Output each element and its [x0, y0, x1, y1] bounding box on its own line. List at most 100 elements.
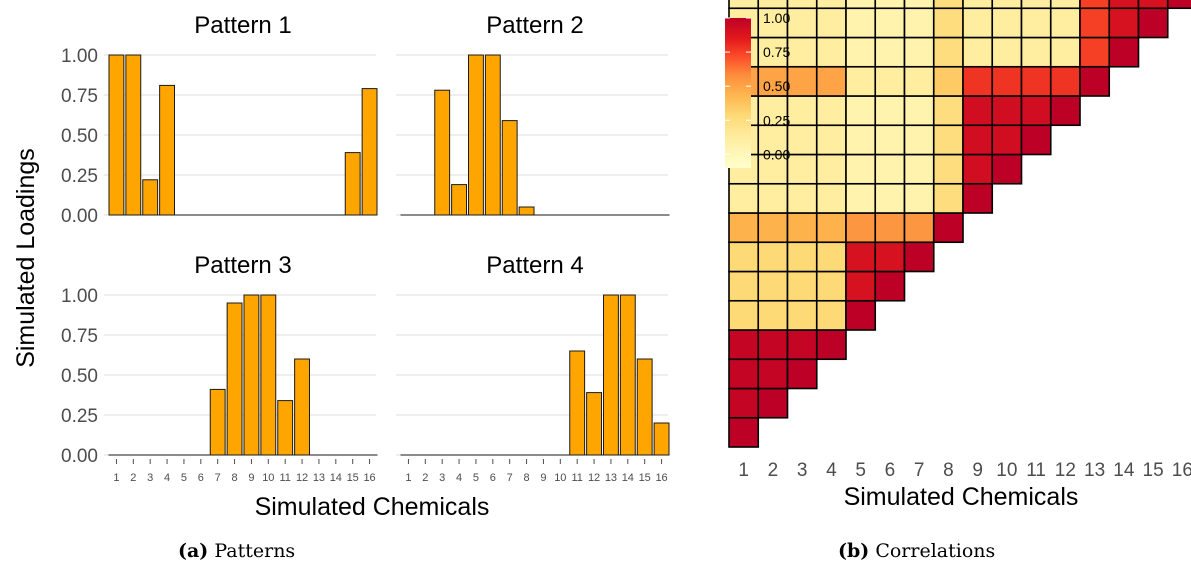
heatmap-cell [991, 153, 1023, 185]
heatmap-cell [903, 0, 935, 10]
heatmap-cell [757, 299, 789, 331]
heatmap-cell [757, 36, 789, 68]
y-tick-label: 0.00 [61, 206, 98, 227]
x-tick-label: 9 [248, 472, 254, 484]
x-tick-label: 5 [855, 460, 866, 481]
colorbar-tick-label: 0.75 [763, 44, 790, 60]
x-tick-label: 9 [972, 460, 983, 481]
x-tick-label: 13 [313, 472, 325, 484]
x-tick-label: 7 [914, 460, 925, 481]
x-tick-label: 10 [554, 472, 566, 484]
heatmap-cell [786, 182, 818, 214]
heatmap-cell [728, 299, 760, 331]
x-tick-label: 15 [347, 472, 359, 484]
heatmap-cell [786, 270, 818, 302]
heatmap-cell [728, 241, 760, 273]
heatmap-cell [815, 212, 847, 244]
bar [243, 294, 260, 456]
bar [108, 54, 125, 216]
facet-3: Pattern 30.000.250.500.751.001 2 3 4 5 6 7 8 9 10… [61, 252, 378, 484]
heatmap-cell [757, 329, 789, 361]
heatmap-cell [1079, 65, 1111, 97]
y-tick-label: 0.50 [61, 126, 98, 147]
bar [569, 350, 586, 456]
caption-b: (b) Correlations [838, 540, 995, 562]
facet-title: Pattern 3 [194, 252, 291, 279]
heatmap-cell [728, 0, 760, 10]
heatmap-cell [1166, 0, 1191, 10]
heatmap-cell [728, 212, 760, 244]
x-tick-label: 4 [826, 460, 837, 481]
heatmap-cell [757, 358, 789, 390]
heatmap-cell [1137, 0, 1169, 10]
colorbar-tick-label: 1.00 [763, 10, 790, 26]
x-tick-label: 5 [473, 472, 479, 484]
x-tick-label: 13 [605, 472, 617, 484]
heatmap-cell [728, 329, 760, 361]
heatmap-cell [815, 299, 847, 331]
heatmap-cell [1079, 0, 1111, 10]
heatmap-cell [1108, 36, 1140, 68]
heatmap-cell [903, 241, 935, 273]
patterns-panel: Simulated Loadings Simulated Chemicals Pat… [12, 12, 670, 521]
caption-a: (a) Patterns [178, 540, 295, 562]
heatmap-cell [757, 387, 789, 419]
heatmap-cell [932, 7, 964, 39]
bar [468, 54, 484, 216]
x-tick-label: 3 [797, 460, 808, 481]
y-tick-label: 1.00 [61, 46, 98, 67]
heatmap-cell [786, 212, 818, 244]
heatmap-cell [786, 358, 818, 390]
bar [603, 294, 619, 456]
heatmap-cell [962, 7, 994, 39]
heatmap-cell [845, 7, 877, 39]
heatmap-cell [845, 241, 877, 273]
heatmap-cell [728, 387, 760, 419]
y-tick-label: 0.25 [61, 166, 98, 187]
colorbar [725, 18, 751, 168]
heatmap-cell [874, 270, 906, 302]
figure: Simulated Loadings Simulated Chemicals Pat… [12, 0, 1191, 521]
heatmap-cell [932, 65, 964, 97]
facet-2: Pattern 2 [396, 12, 670, 216]
heatmap-cell [786, 124, 818, 156]
x-tick-label: 16 [1172, 460, 1191, 481]
facet-4: Pattern 41 2 3 4 5 6 7 8 9 10 11 12 13 14 15 16 [396, 252, 670, 484]
heatmap-cell [962, 153, 994, 185]
bar [484, 54, 501, 216]
heatmap-cell [874, 124, 906, 156]
heatmap-cell [1049, 36, 1081, 68]
heatmap-cell [874, 36, 906, 68]
heatmap-cell [845, 299, 877, 331]
y-tick-label: 0.50 [61, 366, 98, 387]
y-tick-label: 0.75 [61, 326, 98, 347]
x-tick-label: 8 [943, 460, 954, 481]
heatmap-cell [962, 182, 994, 214]
heatmap-cell [932, 95, 964, 127]
x-tick-label: 16 [655, 472, 667, 484]
heatmap-cell [1049, 65, 1081, 97]
heatmap-cell [874, 95, 906, 127]
heatmap-cell [757, 182, 789, 214]
x-tick-label: 5 [181, 472, 187, 484]
heatmap-cell [728, 270, 760, 302]
heatmap-cell [1020, 124, 1052, 156]
heatmap-cell [903, 65, 935, 97]
heatmap-cell [903, 95, 935, 127]
heatmap-cell [845, 95, 877, 127]
bar [226, 302, 243, 456]
x-tick-label: 7 [215, 472, 221, 484]
heatmap-cell [991, 95, 1023, 127]
heatmap-cell [874, 241, 906, 273]
heatmap-cell [903, 153, 935, 185]
x-tick-label: 8 [232, 472, 238, 484]
x-tick-label: 13 [1084, 460, 1105, 481]
colorbar-tick-label: 0.25 [763, 112, 790, 128]
heatmap-cell [786, 95, 818, 127]
heatmap-cell [786, 36, 818, 68]
x-tick-label: 8 [524, 472, 530, 484]
bar [619, 294, 636, 456]
y-tick-label: 0.25 [61, 406, 98, 427]
facet-title: Pattern 1 [194, 12, 291, 39]
